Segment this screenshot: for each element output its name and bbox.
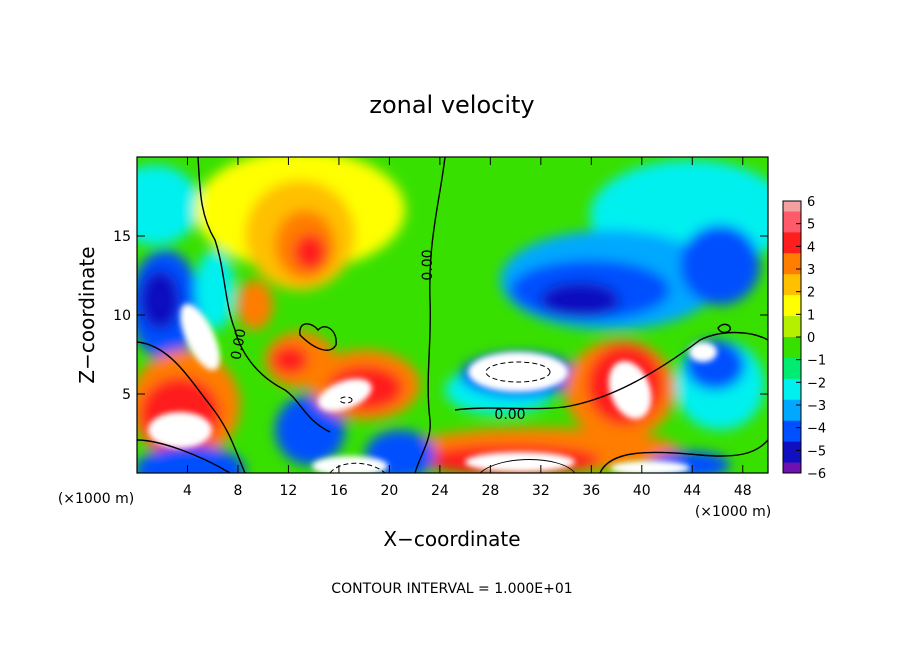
colorbar-tick-label: 3 xyxy=(807,263,815,278)
colorbar-tick-label: −4 xyxy=(807,422,826,437)
colorbar-band xyxy=(783,357,801,380)
contour-dashed-bottom xyxy=(329,462,386,473)
colorbar: 6 5 4 3 2 1 0 −1 −2 −3 −4 −5 −6 xyxy=(782,195,826,482)
y-tick-label: 15 xyxy=(113,229,131,245)
contour-label-center: 0.00 xyxy=(420,249,436,280)
contour-loop xyxy=(299,323,337,351)
colorbar-band xyxy=(783,295,801,317)
field-center-blue xyxy=(275,395,345,465)
x-tick-label: 24 xyxy=(431,483,449,499)
field-left-cyan xyxy=(195,250,235,330)
field-mid-orange-left xyxy=(237,280,273,330)
contour-thin-bottom xyxy=(479,459,576,473)
field-white-bottom-left xyxy=(312,456,388,473)
field-white-mid-right xyxy=(468,352,568,392)
x-tick-label: 36 xyxy=(582,483,600,499)
contour-zero-lower-right xyxy=(599,439,768,473)
colorbar-tick-label: 4 xyxy=(807,240,815,255)
colorbar-tick-label: 5 xyxy=(807,218,815,233)
colorbar-tick-label: 6 xyxy=(807,195,815,210)
colorbar-band xyxy=(783,462,801,474)
colorbar-tick-label: 2 xyxy=(807,286,815,301)
y-axis-ticks: 5 10 15 xyxy=(113,229,768,403)
contour-small-right xyxy=(717,323,731,334)
contour-zero-left-bottom xyxy=(137,439,231,473)
colorbar-tick-label: −3 xyxy=(807,399,826,414)
field-far-right-blue xyxy=(680,225,760,305)
field-white-far-right xyxy=(689,342,717,362)
contour-label-left: 0.00 xyxy=(228,328,249,361)
colorbar-band xyxy=(783,316,801,338)
heatmap-field xyxy=(137,157,768,473)
field-white-lower-left xyxy=(148,412,212,448)
x-tick-label: 44 xyxy=(683,483,701,499)
field-white-bottom-mid xyxy=(465,452,575,472)
x-tick-label: 48 xyxy=(734,483,752,499)
contour-interval-footer: CONTOUR INTERVAL = 1.000E+01 xyxy=(331,581,572,597)
colorbar-band xyxy=(783,274,801,296)
colorbar-tick-label: −5 xyxy=(807,444,826,459)
contour-label-right: 0.00 xyxy=(494,407,525,423)
colorbar-tick-label: −2 xyxy=(807,376,826,391)
y-tick-label: 10 xyxy=(113,308,131,324)
colorbar-band xyxy=(783,378,801,401)
colorbar-tick-label: 1 xyxy=(807,308,815,323)
contour-dashed-center xyxy=(339,396,353,404)
field-center-red xyxy=(272,346,308,374)
colorbar-band xyxy=(783,441,801,464)
x-tick-label: 4 xyxy=(183,483,192,499)
y-tick-label: 5 xyxy=(122,387,131,403)
contour-zero-right xyxy=(454,331,768,411)
field-mid-darker-right xyxy=(540,282,620,318)
contour-zero-center xyxy=(414,157,446,473)
y-axis-label: Z−coordinate xyxy=(75,246,99,383)
x-axis-label: X−coordinate xyxy=(383,527,520,551)
x-tick-label: 28 xyxy=(481,483,499,499)
field-white-center xyxy=(318,378,372,412)
contour-dashed-mid-right xyxy=(485,361,551,383)
x-axis-ticks: 4 8 12 16 20 24 28 32 36 40 44 48 xyxy=(183,157,752,499)
colorbar-band xyxy=(783,201,801,212)
colorbar-band xyxy=(783,420,801,443)
field-left-dark xyxy=(140,270,180,330)
colorbar-band xyxy=(783,253,801,275)
colorbar-tick-label: −1 xyxy=(807,354,826,369)
contour-zero-left-band xyxy=(137,341,246,473)
x-tick-label: 32 xyxy=(532,483,550,499)
colorbar-tick-label: −6 xyxy=(807,467,826,482)
field-upper-red-core xyxy=(294,234,326,270)
contour-zero-left xyxy=(197,157,331,433)
colorbar-band xyxy=(783,337,801,359)
x-unit-right: (×1000 m) xyxy=(695,504,771,520)
x-tick-label: 40 xyxy=(633,483,651,499)
x-tick-label: 20 xyxy=(380,483,398,499)
x-tick-label: 8 xyxy=(233,483,242,499)
colorbar-band xyxy=(783,232,801,254)
chart-title: zonal velocity xyxy=(369,91,534,119)
x-unit-left: (×1000 m) xyxy=(58,491,134,507)
field-white-right xyxy=(608,360,652,420)
colorbar-band xyxy=(783,211,801,233)
colorbar-band xyxy=(783,399,801,422)
field-white-left xyxy=(180,303,220,371)
x-tick-label: 16 xyxy=(330,483,348,499)
colorbar-tick-label: 0 xyxy=(807,331,815,346)
field-white-bottom-right xyxy=(610,461,690,473)
x-tick-label: 12 xyxy=(280,483,298,499)
field-upper-left-cyan xyxy=(137,165,200,245)
